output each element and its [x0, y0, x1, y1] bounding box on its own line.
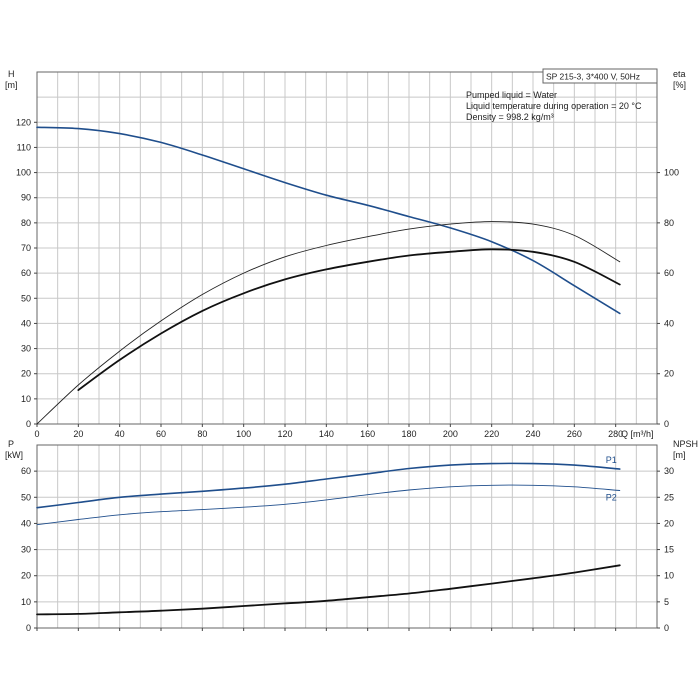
x-tick-label: 220: [484, 429, 499, 439]
x-tick-label: 80: [197, 429, 207, 439]
left-tick-label: 40: [21, 518, 31, 528]
left-axis-symbol: P: [8, 439, 14, 449]
right-tick-label: 10: [664, 571, 674, 581]
series-p1-label: P1: [606, 455, 617, 465]
left-tick-label: 60: [21, 268, 31, 278]
right-tick-label: 40: [664, 318, 674, 328]
right-axis-unit: [%]: [673, 80, 686, 90]
right-tick-label: 30: [664, 466, 674, 476]
right-tick-label: 15: [664, 545, 674, 555]
left-axis-symbol: H: [8, 69, 15, 79]
left-tick-label: 100: [16, 168, 31, 178]
left-tick-label: 90: [21, 193, 31, 203]
series-h-line: [36, 126, 621, 315]
right-tick-label: 60: [664, 268, 674, 278]
left-tick-label: 30: [21, 344, 31, 354]
left-tick-label: 50: [21, 293, 31, 303]
series-p1-line: [36, 462, 621, 509]
left-tick-label: 70: [21, 243, 31, 253]
right-tick-label: 25: [664, 492, 674, 502]
right-axis-unit: [m]: [673, 450, 686, 460]
pump-title-box: [542, 68, 658, 84]
left-tick-label: 50: [21, 492, 31, 502]
info-line-liquid: Pumped liquid = Water: [466, 90, 557, 100]
series-npsh-line: [36, 564, 621, 616]
left-tick-label: 0: [26, 419, 31, 429]
left-tick-label: 10: [21, 394, 31, 404]
x-tick-label: 140: [319, 429, 334, 439]
right-tick-label: 100: [664, 168, 679, 178]
left-tick-label: 40: [21, 318, 31, 328]
x-tick-label: 240: [525, 429, 540, 439]
right-tick-label: 80: [664, 218, 674, 228]
left-tick-label: 10: [21, 597, 31, 607]
right-tick-label: 0: [664, 623, 669, 633]
left-axis-unit: [kW]: [5, 450, 23, 460]
left-tick-label: 0: [26, 623, 31, 633]
left-tick-label: 120: [16, 117, 31, 127]
x-tick-label: 0: [34, 429, 39, 439]
x-axis-label: Q [m³/h]: [621, 429, 654, 439]
right-tick-label: 5: [664, 597, 669, 607]
info-layer: SP 215-3, 3*400 V, 50Hz Pumped liquid = …: [466, 68, 658, 122]
right-tick-label: 0: [664, 419, 669, 429]
x-tick-label: 120: [277, 429, 292, 439]
x-tick-label: 40: [115, 429, 125, 439]
x-tick-label: 100: [236, 429, 251, 439]
series-p2-line: [36, 484, 621, 526]
x-tick-label: 20: [73, 429, 83, 439]
left-tick-label: 30: [21, 545, 31, 555]
x-tick-label: 200: [443, 429, 458, 439]
series-eta1-line: [36, 221, 621, 425]
series-p2-label: P2: [606, 492, 617, 502]
right-tick-label: 20: [664, 369, 674, 379]
left-tick-label: 20: [21, 369, 31, 379]
x-tick-label: 180: [401, 429, 416, 439]
left-tick-label: 110: [17, 142, 31, 152]
info-line-temperature: Liquid temperature during operation = 20…: [466, 101, 642, 111]
right-axis-symbol: eta: [673, 69, 686, 79]
right-axis-symbol: NPSH: [673, 439, 698, 449]
x-tick-label: 280: [608, 429, 623, 439]
x-tick-label: 260: [567, 429, 582, 439]
x-tick-label: 160: [360, 429, 375, 439]
upper-panel: 0 10 20 30 40 50 60 70 80 90 100 110 120 0 20 40 60 80 100…: [5, 69, 686, 439]
left-tick-label: 60: [21, 466, 31, 476]
left-tick-label: 80: [21, 218, 31, 228]
x-tick-label: 60: [156, 429, 166, 439]
pump-title-text: SP 215-3, 3*400 V, 50Hz: [546, 72, 640, 82]
left-tick-label: 20: [21, 571, 31, 581]
right-tick-label: 20: [664, 518, 674, 528]
series-eta2-line: [77, 248, 621, 391]
info-line-density: Density = 998.2 kg/m³: [466, 112, 554, 122]
left-axis-unit: [m]: [5, 80, 18, 90]
lower-panel: 0 10 20 30 40 50 60 0 5 10 15 20 25 30 P[kW] NPSH[m] P1 P…: [5, 439, 698, 633]
plot-frame: [36, 444, 658, 629]
